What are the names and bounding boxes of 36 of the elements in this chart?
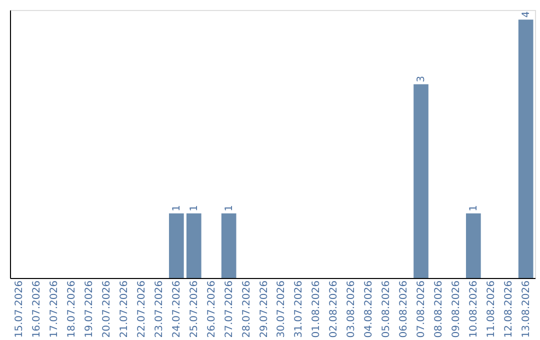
data-label: 1 <box>188 205 200 212</box>
x-tick-label: 13.08.2026 <box>520 280 532 338</box>
x-tick-label: 29.07.2026 <box>258 280 270 338</box>
x-tick-label: 11.08.2026 <box>486 280 497 338</box>
x-tick-label: 17.07.2026 <box>49 280 60 338</box>
x-tick-label: 02.08.2026 <box>328 280 340 338</box>
x-tick-label: 16.07.2026 <box>32 280 43 338</box>
data-label: 1 <box>171 205 182 212</box>
x-tick-label: 28.07.2026 <box>241 280 252 338</box>
data-label: 1 <box>224 205 235 212</box>
x-tick-label: 25.07.2026 <box>188 280 200 338</box>
x-tick-label: 26.07.2026 <box>206 280 218 338</box>
x-tick-label: 20.07.2026 <box>102 280 113 338</box>
x-tick-label: 10.08.2026 <box>468 280 480 338</box>
x-tick-label: 30.07.2026 <box>276 280 288 338</box>
x-tick-label: 18.07.2026 <box>66 280 78 338</box>
x-tick-label: 31.07.2026 <box>294 280 305 338</box>
x-tick-label: 19.07.2026 <box>84 280 96 338</box>
x-tick-label: 22.07.2026 <box>136 280 148 338</box>
x-tick-label: 27.07.2026 <box>224 280 235 338</box>
data-label: 1 <box>468 205 480 212</box>
x-tick-label: 12.08.2026 <box>503 280 514 338</box>
x-tick-label: 07.08.2026 <box>416 280 428 338</box>
x-tick-label: 03.08.2026 <box>346 280 358 338</box>
x-tick-label: 23.07.2026 <box>154 280 165 338</box>
x-tick-label: 15.07.2026 <box>14 280 26 338</box>
data-label: 3 <box>416 76 428 82</box>
x-tick-label: 01.08.2026 <box>311 280 322 338</box>
x-tick-label: 08.08.2026 <box>433 280 444 338</box>
x-tick-label: 24.07.2026 <box>171 280 182 338</box>
x-tick-label: 21.07.2026 <box>119 280 130 338</box>
x-tick-label: 04.08.2026 <box>364 280 375 338</box>
x-tick-label: 09.08.2026 <box>450 280 462 338</box>
x-tick-label: 06.08.2026 <box>398 280 410 338</box>
x-tick-label: 05.08.2026 <box>381 280 392 338</box>
data-label: 4 <box>520 11 532 18</box>
